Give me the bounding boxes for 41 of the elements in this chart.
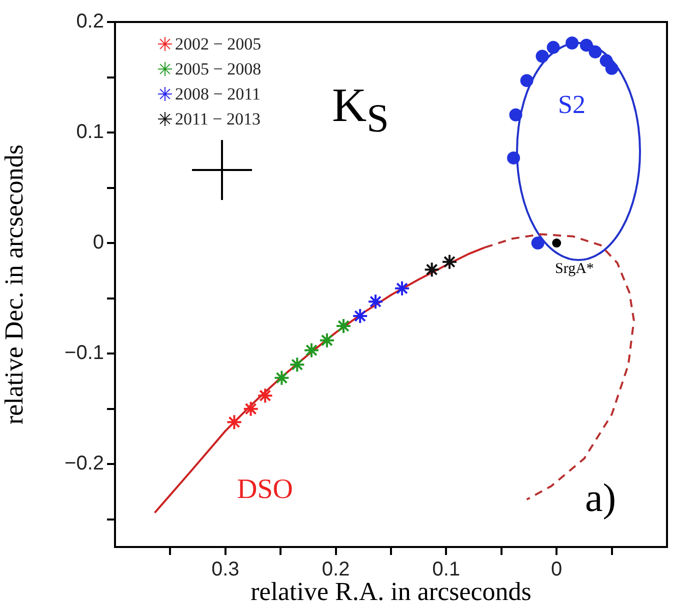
legend-label: 2011 − 2013	[175, 109, 260, 128]
annotation: a)	[585, 475, 616, 520]
y-tick-label: 0.2	[76, 10, 104, 33]
y-tick-label: 0.1	[76, 121, 104, 144]
point	[394, 280, 410, 296]
point	[289, 356, 306, 373]
point	[536, 50, 549, 63]
point	[546, 40, 560, 54]
x-tick-label: 0.3	[211, 558, 240, 581]
annotation: K$_{S}$	[332, 79, 389, 141]
y-tick-label: −0.2	[64, 452, 104, 475]
point	[588, 45, 602, 58]
point	[605, 62, 618, 75]
legend-label: 2002 − 2005	[175, 34, 262, 54]
point	[304, 342, 320, 358]
y-axis-title: relative Dec. in arcseconds	[0, 144, 28, 425]
point	[509, 108, 522, 122]
y-tick-label: 0	[92, 232, 104, 254]
point	[336, 318, 352, 334]
point	[318, 332, 335, 348]
legend-label: 2008 − 2011	[175, 84, 260, 104]
point	[242, 400, 259, 417]
x-tick-label: 0	[551, 558, 562, 581]
point	[442, 254, 458, 270]
point	[520, 74, 534, 88]
point	[274, 370, 290, 386]
legend-label: 2005 − 2008	[175, 59, 262, 78]
point	[552, 238, 562, 248]
point	[352, 308, 368, 324]
point	[566, 36, 579, 50]
point	[226, 414, 242, 430]
annotation: S2	[558, 90, 586, 119]
point	[580, 38, 593, 52]
point	[531, 236, 544, 250]
annotation: DSO	[237, 474, 294, 505]
point	[424, 262, 440, 278]
point	[368, 294, 384, 310]
y-tick-label: −0.1	[64, 342, 104, 364]
annotation: SrgA*	[555, 261, 594, 277]
point	[507, 151, 520, 164]
point	[257, 388, 274, 404]
